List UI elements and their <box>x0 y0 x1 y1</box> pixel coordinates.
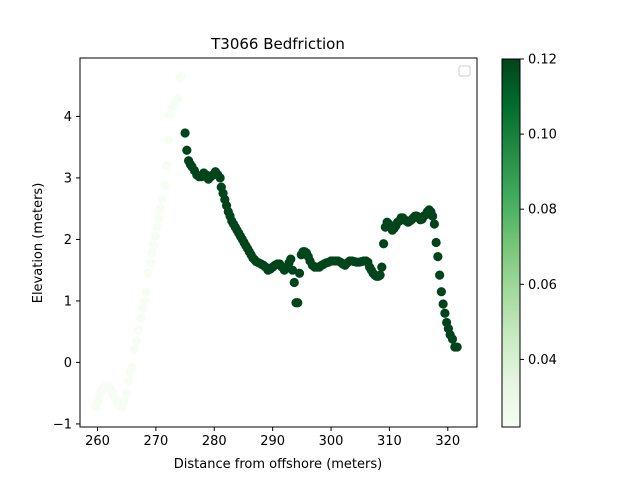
y-tick-label: 4 <box>64 110 72 125</box>
scatter-point <box>286 254 296 264</box>
scatter-point <box>436 287 446 297</box>
scatter-point <box>147 248 157 258</box>
scatter-point <box>122 388 132 398</box>
legend-box <box>458 65 471 77</box>
scatter-point <box>440 308 450 318</box>
x-tick-label: 260 <box>85 434 110 449</box>
scatter-point <box>294 268 305 278</box>
scatter-point <box>378 239 389 249</box>
scatter-point <box>165 110 175 120</box>
scatter-point <box>139 296 149 306</box>
scatter-point <box>287 265 298 275</box>
scatter-point <box>172 94 183 104</box>
plot-frame <box>79 57 478 428</box>
scatter-point <box>163 135 173 145</box>
y-axis-label: Elevation (meters) <box>31 183 46 304</box>
scatter-point <box>289 277 299 288</box>
scatter-point <box>160 180 170 190</box>
x-tick-label: 270 <box>143 434 168 449</box>
scatter-point <box>136 313 146 323</box>
scatter-point <box>155 204 166 214</box>
scatter-point <box>148 240 159 251</box>
scatter-point <box>133 325 143 336</box>
x-axis-label: Distance from offshore (meters) <box>174 457 382 472</box>
scatter-point <box>129 344 139 354</box>
x-tick-label: 300 <box>319 434 344 449</box>
y-tick-label: 1 <box>64 294 72 309</box>
scatter-point <box>154 213 164 223</box>
scatter-point <box>157 194 167 205</box>
scatter-point <box>141 287 151 297</box>
x-tick-label: 290 <box>260 434 285 449</box>
scatter-point <box>123 376 134 386</box>
scatter-point <box>143 268 153 278</box>
x-tick-label: 280 <box>202 434 227 449</box>
y-tick-label: 2 <box>64 233 72 248</box>
scatter-point <box>438 299 448 309</box>
colorbar-tick-label: 0.06 <box>528 278 557 293</box>
scatter-point <box>428 211 438 221</box>
x-tick-label: 320 <box>435 434 460 449</box>
scatter-point <box>145 258 155 268</box>
scatter-point <box>150 231 160 241</box>
colorbar-tick-label: 0.12 <box>528 53 557 68</box>
y-tick-label: −1 <box>53 417 72 432</box>
scatter-point <box>132 336 142 346</box>
y-tick-label: 3 <box>64 171 72 186</box>
scatter-point <box>433 252 443 262</box>
colorbar-tick-label: 0.04 <box>528 353 557 368</box>
scatter-point <box>375 270 385 280</box>
x-tick-label: 310 <box>377 434 402 449</box>
scatter-point <box>127 362 137 372</box>
scatter-point <box>377 262 387 272</box>
scatter-point <box>447 334 458 344</box>
colorbar-tick-label: 0.08 <box>528 203 557 218</box>
chart-title: T3066 Bedfriction <box>210 35 345 53</box>
scatter-point <box>176 71 187 82</box>
scatter-point <box>161 161 172 171</box>
scatter-point <box>293 298 303 308</box>
colorbar-frame <box>501 58 521 428</box>
scatter-point <box>180 128 190 138</box>
scatter-point <box>182 145 192 155</box>
scatter-point <box>431 237 441 248</box>
colorbar-tick-label: 0.10 <box>528 128 557 143</box>
scatter-point <box>435 270 445 280</box>
y-axis: −1 0 1 2 3 4 <box>53 110 80 432</box>
y-tick-label: 0 <box>64 356 72 371</box>
scatter-point <box>429 219 439 229</box>
scatter-point <box>138 303 148 313</box>
scatter-points <box>91 71 462 412</box>
x-axis: 260 270 280 290 300 310 320 <box>85 427 460 449</box>
colorbar-axis: 0.04 0.06 0.08 0.10 0.12 <box>520 53 557 368</box>
colorbar <box>502 59 520 427</box>
scatter-point <box>119 395 129 406</box>
scatter-point <box>452 342 462 352</box>
scatter-point <box>152 222 162 232</box>
scatter-point <box>215 173 225 183</box>
